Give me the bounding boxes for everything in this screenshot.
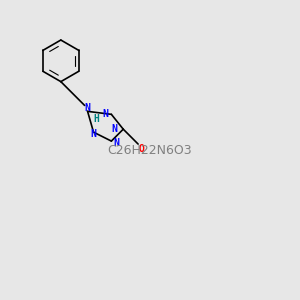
Text: N: N [103, 109, 108, 119]
Text: N: N [91, 129, 97, 139]
Text: N: N [85, 103, 91, 113]
Text: N: N [111, 124, 117, 134]
Text: N: N [113, 138, 119, 148]
Text: C26H22N6O3: C26H22N6O3 [108, 143, 192, 157]
Text: H: H [94, 114, 99, 124]
Text: O: O [138, 143, 144, 154]
